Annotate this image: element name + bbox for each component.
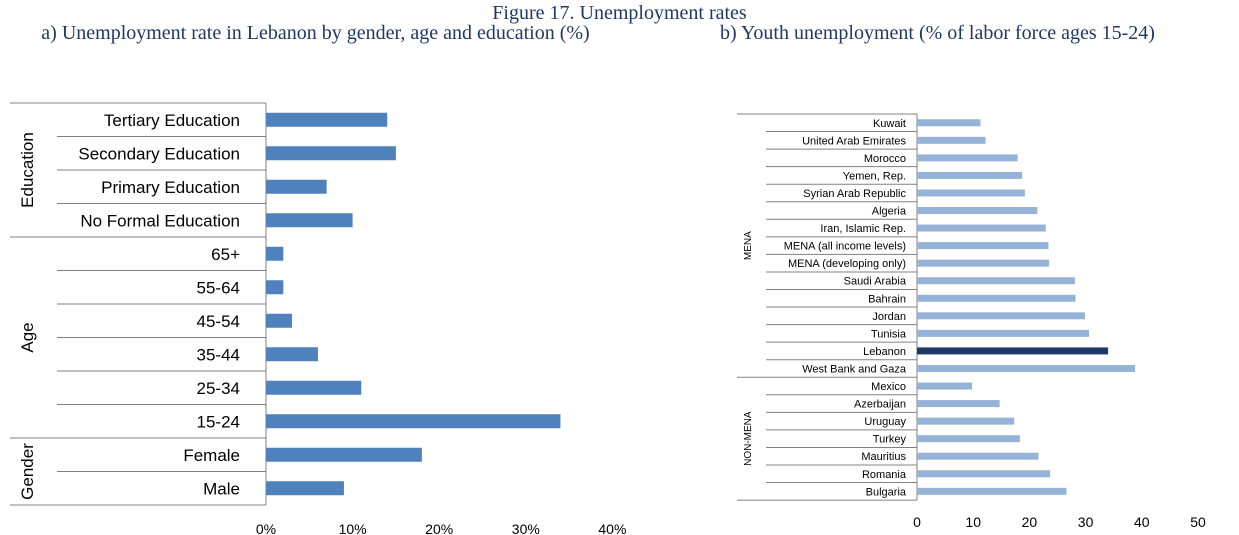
category-label: Iran, Islamic Rep. [820,223,906,235]
bar [917,312,1086,320]
bar [266,447,422,462]
category-label: Lebanon [863,346,906,358]
x-tick-label: 20 [1022,514,1038,530]
bar [266,112,388,127]
bar [266,380,362,395]
group-label: Age [18,322,37,352]
category-label: Female [183,446,240,465]
bar [917,417,1015,425]
bar [917,452,1039,460]
category-label: West Bank and Gaza [802,363,907,375]
category-label: Romania [862,469,907,481]
group-label: Education [18,132,37,208]
category-label: 55-64 [197,278,240,297]
group-label: Gender [18,443,37,500]
x-tick-label: 30% [512,521,540,535]
category-label: Saudi Arabia [844,276,907,288]
x-tick-label: 40% [598,521,626,535]
x-tick-label: 30 [1078,514,1094,530]
bar [917,435,1020,443]
x-tick-label: 40 [1134,514,1150,530]
chart-b-subtitle: b) Youth unemployment (% of labor force … [720,22,1155,44]
bar [917,259,1050,267]
bar [266,347,318,362]
bar [917,119,981,127]
bar [917,294,1076,302]
category-label: Bahrain [868,293,906,305]
figure-title: Figure 17. Unemployment rates [492,2,747,24]
category-label: 65+ [211,245,240,264]
x-tick-label: 0% [256,521,276,535]
category-label: Primary Education [101,178,240,197]
bar [917,136,986,144]
bar [917,382,973,390]
bar [266,481,344,496]
category-label: Mauritius [861,451,906,463]
bar [917,470,1051,478]
category-label: 25-34 [197,379,240,398]
bar [266,414,561,429]
category-label: Yemen, Rep. [843,170,906,182]
category-label: Tertiary Education [104,111,240,130]
bar [917,329,1089,337]
group-label: MENA [743,231,754,260]
category-label: Kuwait [873,118,906,130]
bar [266,179,327,194]
category-label: 45-54 [197,312,240,331]
bar [917,347,1109,355]
category-label: 35-44 [197,345,240,364]
category-label: Syrian Arab Republic [803,188,906,200]
category-label: No Formal Education [80,211,240,230]
category-label: Mexico [871,381,906,393]
bar [266,146,396,161]
x-tick-label: 10 [965,514,981,530]
bar [917,487,1067,495]
category-label: Bulgaria [866,486,907,498]
x-tick-label: 0 [913,514,921,530]
bar [917,189,1025,197]
bar [917,364,1136,372]
category-label: Tunisia [871,328,907,340]
category-label: Azerbaijan [854,399,906,411]
bar [917,277,1075,285]
bar [917,224,1046,232]
bar [266,213,353,228]
x-tick-label: 20% [425,521,453,535]
category-label: 15-24 [197,412,240,431]
x-tick-label: 10% [339,521,367,535]
bar [917,171,1023,179]
category-label: MENA (developing only) [788,258,906,270]
category-label: MENA (all income levels) [784,241,906,253]
category-label: Algeria [872,206,907,218]
bar [266,313,292,328]
bar [917,242,1049,250]
chart-a-subtitle: a) Unemployment rate in Lebanon by gende… [41,22,590,44]
bar [266,246,284,261]
category-label: Uruguay [864,416,906,428]
x-tick-label: 50 [1190,514,1206,530]
category-label: Secondary Education [78,144,240,163]
category-label: Morocco [864,153,906,165]
group-label: NON-MENA [743,411,754,466]
category-label: Male [203,479,240,498]
bar [917,154,1018,162]
bar [266,280,284,295]
category-label: United Arab Emirates [802,135,906,147]
bar [917,207,1038,215]
category-label: Jordan [872,311,906,323]
category-label: Turkey [873,434,907,446]
bar [917,400,1000,408]
